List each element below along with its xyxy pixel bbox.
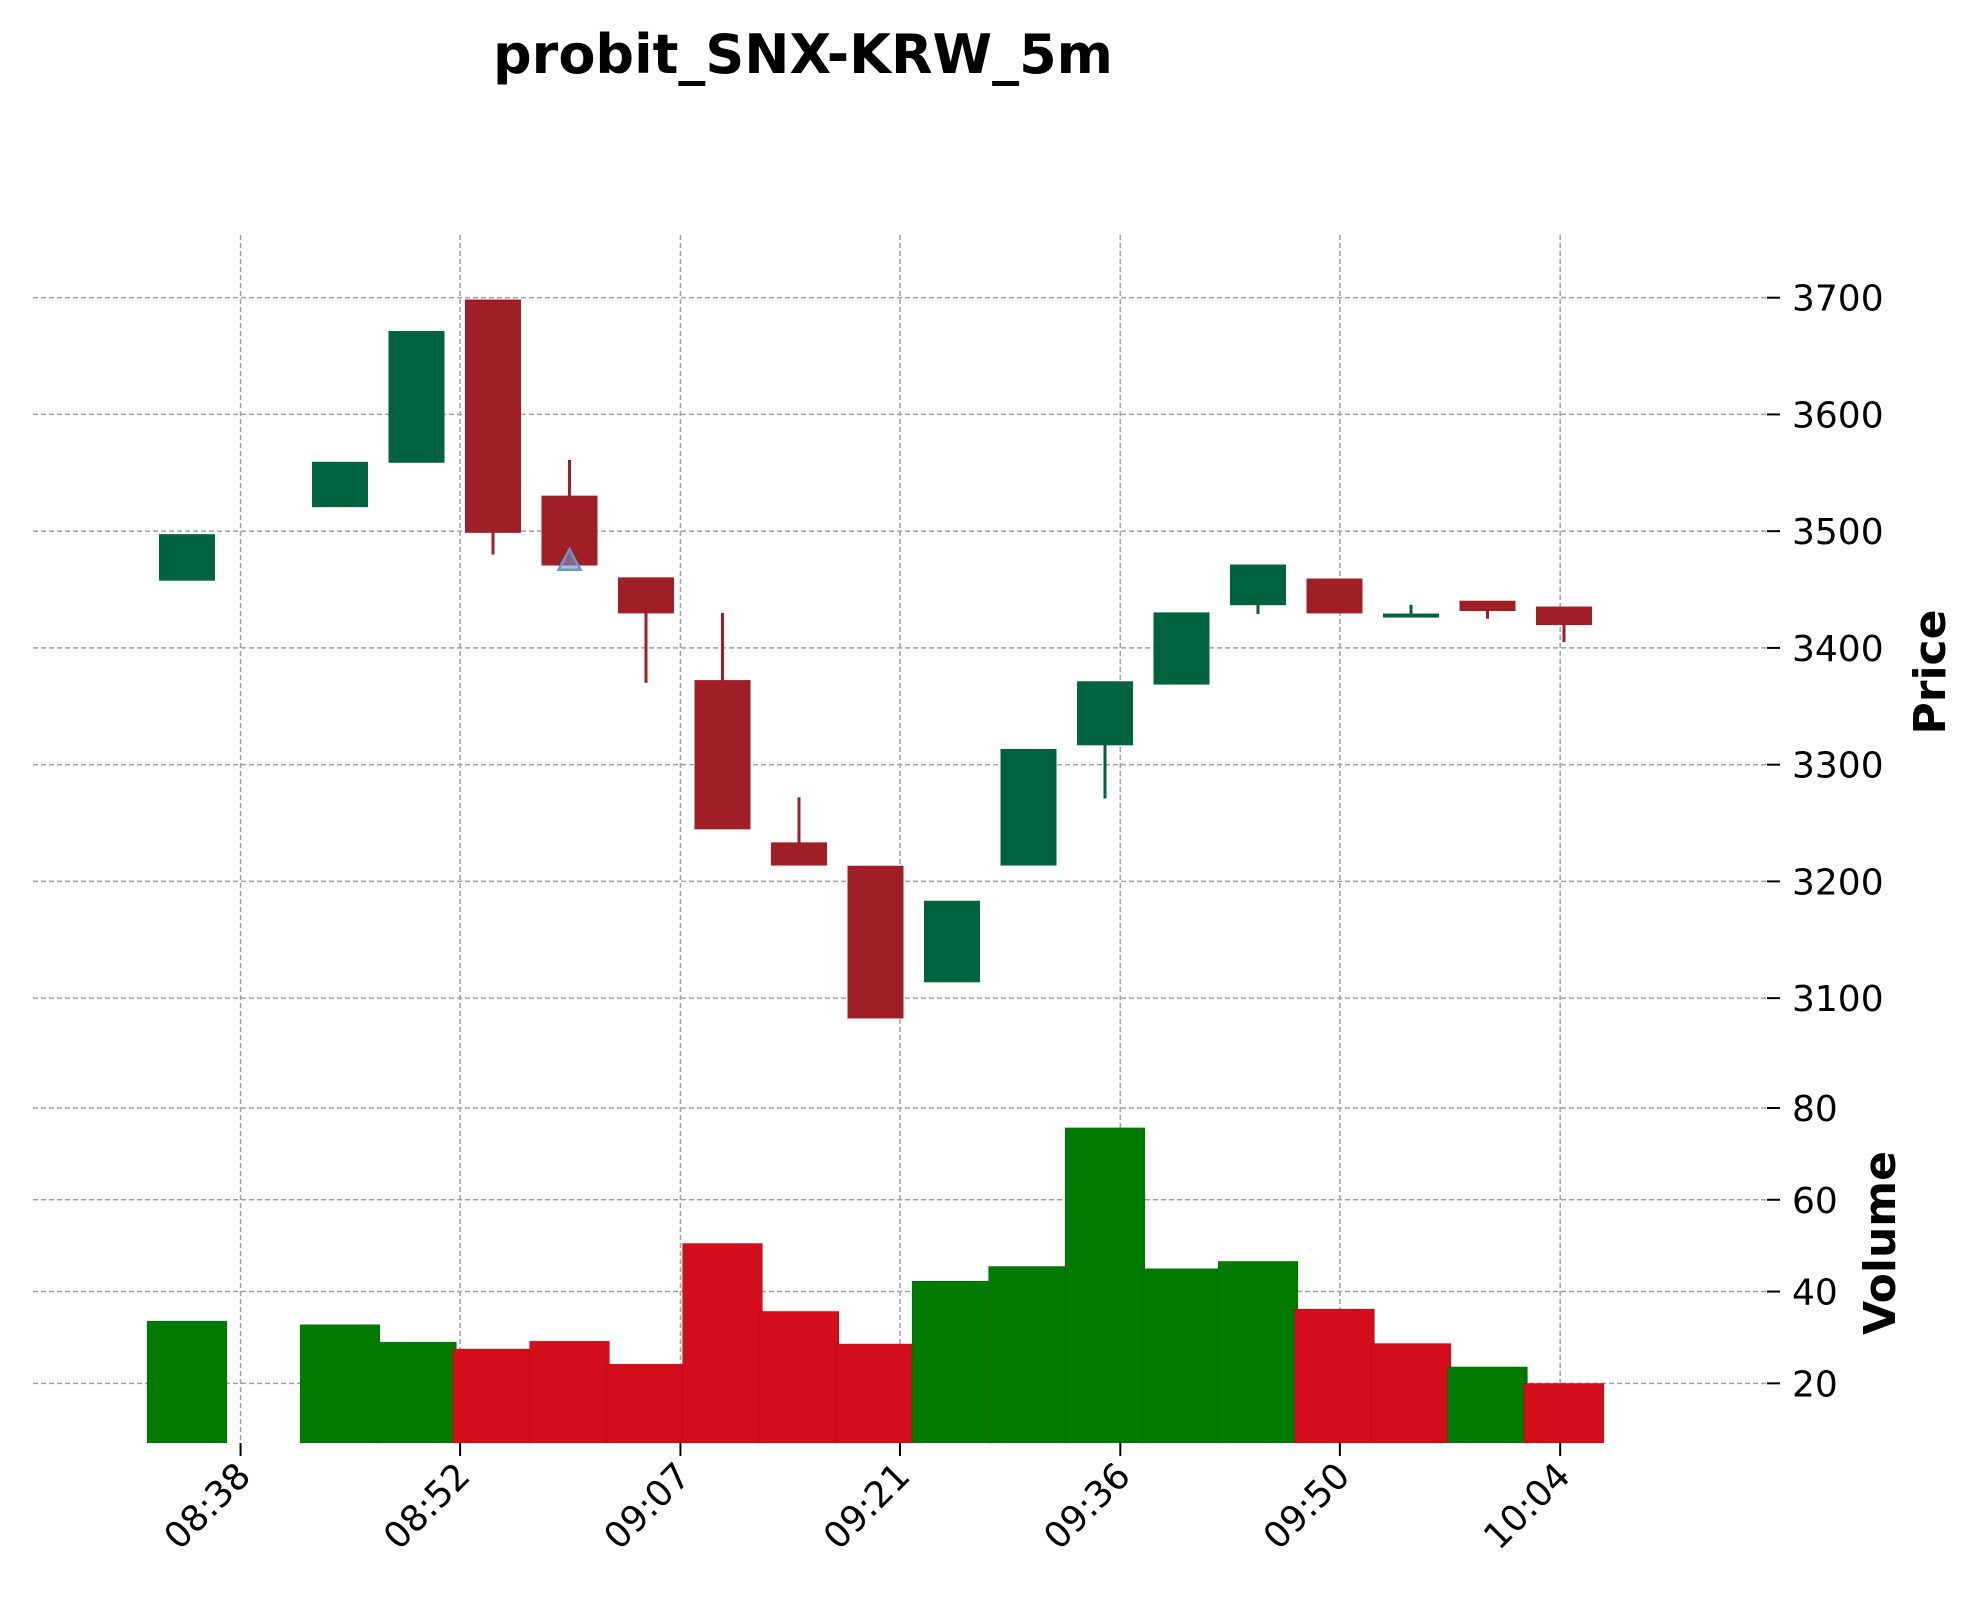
candle xyxy=(1383,604,1439,618)
price-tick-label: 3500 xyxy=(1792,512,1884,553)
time-tick-label: 09:21 xyxy=(816,1455,918,1557)
candle xyxy=(1536,606,1592,643)
volume-bar xyxy=(605,1363,687,1444)
candle xyxy=(1230,564,1286,615)
time-tick-label: 09:07 xyxy=(596,1455,698,1557)
candle-body xyxy=(1077,681,1133,746)
candle-body xyxy=(771,842,827,866)
time-tick-label: 08:38 xyxy=(157,1455,259,1557)
candle-body xyxy=(1536,606,1592,626)
candle-body xyxy=(159,534,215,581)
time-tick-label: 09:36 xyxy=(1036,1455,1138,1557)
buy-signal-marker xyxy=(556,546,583,571)
volume-axis-label: Volume xyxy=(1855,1151,1906,1335)
candle-body xyxy=(312,461,368,508)
volume-bar xyxy=(529,1340,610,1444)
volume-tick-label: 80 xyxy=(1792,1089,1838,1130)
volume-bar xyxy=(988,1265,1069,1444)
candle-body xyxy=(1230,564,1286,606)
candle xyxy=(1153,612,1210,685)
candle-body xyxy=(1153,612,1210,685)
volume-tick-label: 40 xyxy=(1792,1273,1838,1314)
volume-bar xyxy=(911,1280,993,1444)
volume-bar xyxy=(682,1242,763,1444)
candle xyxy=(1459,600,1516,619)
candle xyxy=(465,299,521,555)
price-tick-label: 3200 xyxy=(1792,862,1884,903)
candle-body xyxy=(1306,578,1363,614)
candle-body xyxy=(694,680,751,830)
volume-tick-label: 60 xyxy=(1792,1181,1838,1222)
volume-tick-label: 20 xyxy=(1792,1364,1838,1405)
candle xyxy=(312,461,368,508)
candle-body xyxy=(847,865,904,1019)
time-tick-label: 10:04 xyxy=(1476,1455,1578,1557)
candle xyxy=(1000,748,1057,866)
price-tick-label: 3600 xyxy=(1792,395,1884,436)
volume-bar xyxy=(1294,1308,1375,1444)
candle xyxy=(924,900,980,983)
volume-bar xyxy=(299,1324,381,1444)
candle-body xyxy=(388,331,445,463)
volume-layer xyxy=(146,1127,1605,1444)
candle xyxy=(1077,681,1133,799)
volume-bar xyxy=(1370,1342,1452,1444)
volume-bar xyxy=(1447,1366,1528,1444)
price-axis-label: Price xyxy=(1905,610,1956,735)
volume-bar xyxy=(452,1348,534,1444)
time-tick-label: 09:50 xyxy=(1256,1455,1358,1557)
candle xyxy=(694,612,751,830)
grid-layer xyxy=(33,235,1767,1443)
volume-bar xyxy=(376,1341,457,1444)
volume-bar xyxy=(1217,1260,1299,1444)
volume-bar xyxy=(1141,1268,1222,1444)
price-tick-label: 3300 xyxy=(1792,746,1884,787)
price-tick-label: 3100 xyxy=(1792,979,1884,1020)
candle-layer xyxy=(159,299,1592,1019)
volume-bar xyxy=(835,1343,916,1444)
candle-body xyxy=(618,577,674,614)
candle-body xyxy=(1000,748,1057,866)
candle xyxy=(159,534,215,581)
volume-bar xyxy=(1523,1382,1605,1444)
candle xyxy=(388,331,445,463)
candle xyxy=(618,577,674,683)
time-tick-label: 08:52 xyxy=(376,1455,478,1557)
candle-body xyxy=(1459,600,1516,612)
candle-body xyxy=(465,299,521,533)
marker-layer xyxy=(556,546,583,571)
candle xyxy=(847,865,904,1019)
volume-bar xyxy=(146,1320,228,1444)
candle-body xyxy=(924,900,980,983)
price-tick-label: 3400 xyxy=(1792,629,1884,670)
volume-bar xyxy=(758,1310,840,1444)
candle-body xyxy=(1383,613,1439,618)
volume-bar xyxy=(1064,1127,1146,1444)
price-tick-label: 3700 xyxy=(1792,279,1884,320)
candle xyxy=(771,797,827,866)
chart-title: probit_SNX-KRW_5m xyxy=(493,23,1113,86)
candle xyxy=(1306,578,1363,614)
